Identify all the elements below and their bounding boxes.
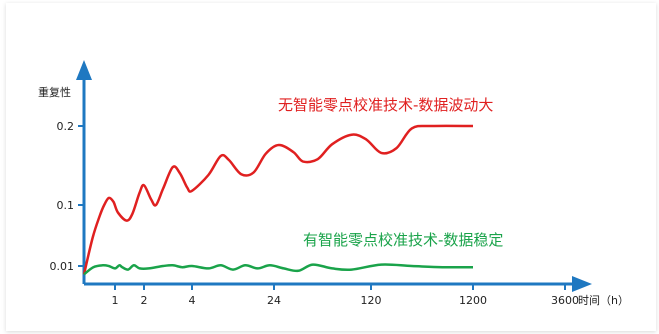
y-tick-label: 0.01 [50, 260, 75, 273]
series-line-unstable [82, 124, 474, 275]
y-tick-label: 0.1 [57, 199, 75, 212]
x-tick-label: 1 [112, 294, 119, 307]
x-tick-label: 1200 [459, 294, 487, 307]
y-ticks: 0.01 0.1 0.2 [50, 120, 84, 273]
x-tick-label: 4 [189, 294, 196, 307]
series-label-stable: 有智能零点校准技术-数据稳定 [303, 231, 503, 249]
y-axis-arrow-icon [76, 60, 92, 80]
y-tick-label: 0.2 [57, 120, 75, 133]
x-axis-arrow-icon [572, 276, 592, 292]
chart-panel [6, 3, 656, 331]
x-ticks: 1 2 4 24 120 1200 3600 [112, 284, 579, 307]
x-tick-label: 24 [267, 294, 281, 307]
x-tick-label: 3600 [551, 294, 579, 307]
series-lines [82, 124, 474, 276]
axes: 重复性 时间（h） [38, 60, 629, 307]
x-tick-label: 120 [361, 294, 382, 307]
x-tick-label: 2 [141, 294, 148, 307]
x-axis-label: 时间（h） [578, 294, 629, 307]
y-axis-label: 重复性 [38, 85, 71, 99]
series-label-unstable: 无智能零点校准技术-数据波动大 [278, 96, 493, 114]
series-line-stable [83, 263, 474, 276]
